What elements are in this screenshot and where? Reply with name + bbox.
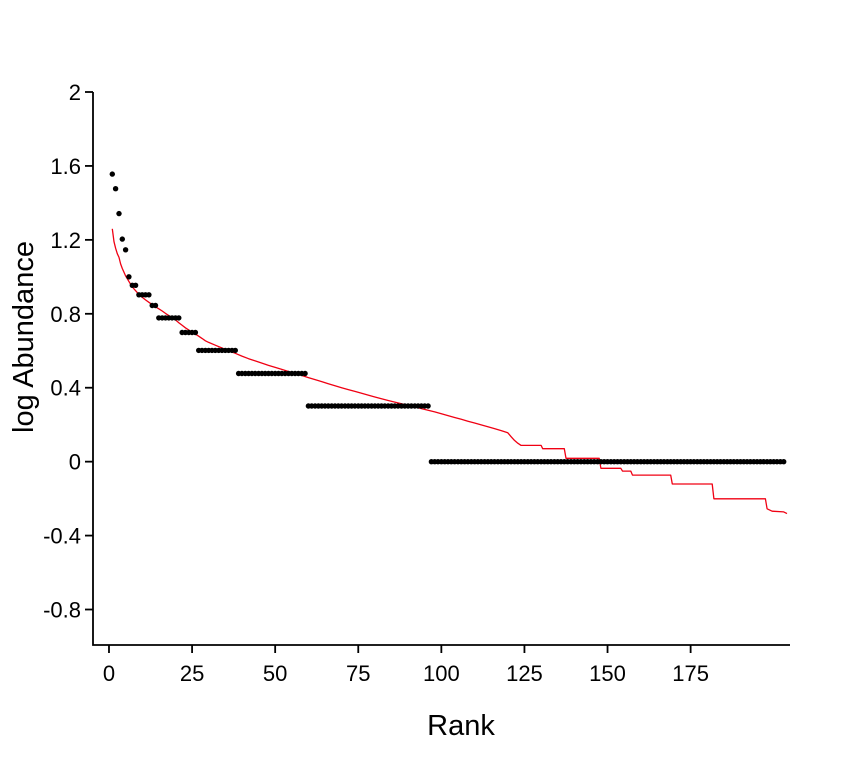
x-tick-label: 75 [346, 661, 370, 686]
data-point [119, 236, 126, 242]
data-point [302, 370, 308, 377]
y-tick-label: 0 [69, 450, 81, 475]
y-tick-label: -0.8 [43, 598, 81, 623]
x-tick-label: 175 [672, 661, 709, 686]
y-tick-label: -0.4 [43, 524, 81, 549]
x-tick-label: 0 [103, 661, 115, 686]
x-tick-label: 100 [423, 661, 460, 686]
x-tick-label: 50 [263, 661, 287, 686]
data-point [425, 403, 431, 409]
data-point [781, 459, 787, 465]
fitted-line [111, 228, 788, 515]
data-point [152, 302, 159, 309]
data-point [116, 210, 122, 217]
y-tick-label: 1.6 [50, 154, 81, 179]
data-point [192, 329, 199, 336]
y-tick-label: 0.8 [50, 302, 81, 327]
fitted-line-series [111, 228, 788, 515]
y-tick-label: 1.2 [50, 228, 81, 253]
data-point [122, 247, 129, 253]
y-tick-label: 0.4 [50, 376, 81, 401]
axes: 2 1.6 1.2 0.8 0.4 0 -0.4 -0.8 0 25 50 75 100 125 150 17… [43, 80, 790, 686]
observed-points-series [109, 171, 787, 465]
x-tick-label: 150 [589, 661, 626, 686]
y-tick-label: 2 [69, 80, 81, 105]
x-tick-label: 125 [506, 661, 543, 686]
data-point [126, 274, 132, 280]
y-axis-label: log Abundance [8, 241, 40, 433]
data-point [146, 292, 152, 298]
data-point [132, 282, 139, 288]
data-point [109, 171, 116, 177]
data-point [176, 315, 182, 321]
data-point [232, 347, 238, 354]
x-tick-label: 25 [180, 661, 204, 686]
data-point [112, 186, 119, 192]
x-axis-label: Rank [427, 710, 495, 742]
axis-spines [92, 92, 790, 646]
